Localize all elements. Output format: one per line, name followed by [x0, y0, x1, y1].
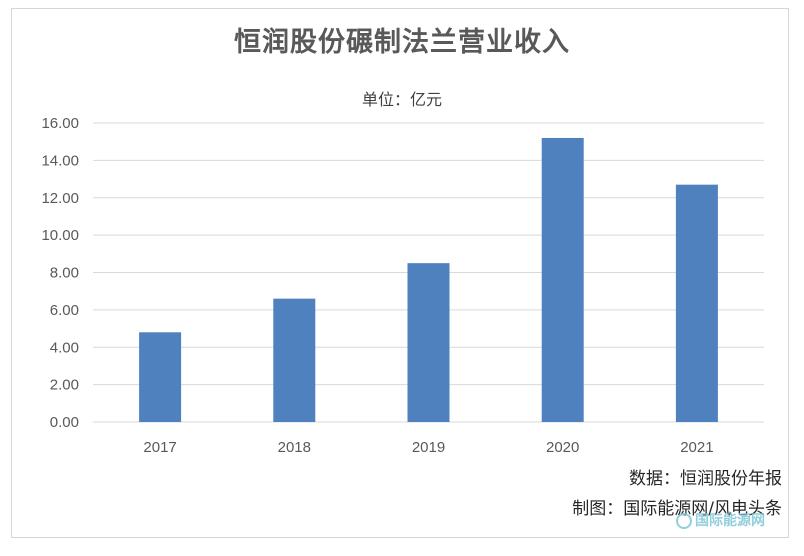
y-tick-label: 6.00	[50, 302, 79, 319]
y-tick-label: 0.00	[50, 414, 79, 431]
y-tick-label: 12.00	[41, 190, 79, 207]
x-axis-ticks: 2017 2018 2019 2020 2021	[143, 439, 713, 456]
y-tick-label: 8.00	[50, 265, 79, 282]
y-tick-label: 4.00	[50, 339, 79, 356]
x-tick-label: 2021	[680, 439, 713, 456]
bars	[139, 137, 718, 422]
x-tick-label: 2018	[278, 439, 311, 456]
y-tick-label: 14.00	[41, 152, 79, 169]
bar-2018	[273, 298, 316, 422]
bar-2020	[541, 137, 584, 422]
x-tick-label: 2019	[412, 439, 445, 456]
x-tick-label: 2020	[546, 439, 579, 456]
bar-2021	[675, 184, 718, 422]
data-source: 数据：恒润股份年报	[629, 469, 782, 489]
y-tick-label: 10.00	[41, 227, 79, 244]
logo-icon	[676, 513, 692, 529]
bar-2017	[139, 332, 182, 422]
chart-credit: 制图：国际能源网/风电头条	[572, 499, 782, 519]
y-axis-ticks: 0.00 2.00 4.00 6.00 8.00 10.00 12.00 14.00 16.00	[41, 115, 79, 431]
x-tick-label: 2017	[143, 439, 176, 456]
bar-2019	[407, 263, 450, 422]
chart-title: 恒润股份碾制法兰营业收入	[234, 27, 570, 58]
y-tick-label: 2.00	[50, 377, 79, 394]
chart-subtitle: 单位：亿元	[361, 90, 442, 109]
watermark-text: 国际能源网	[695, 513, 765, 529]
y-tick-label: 16.00	[41, 115, 79, 132]
watermark-logo: 国际能源网	[676, 510, 794, 536]
